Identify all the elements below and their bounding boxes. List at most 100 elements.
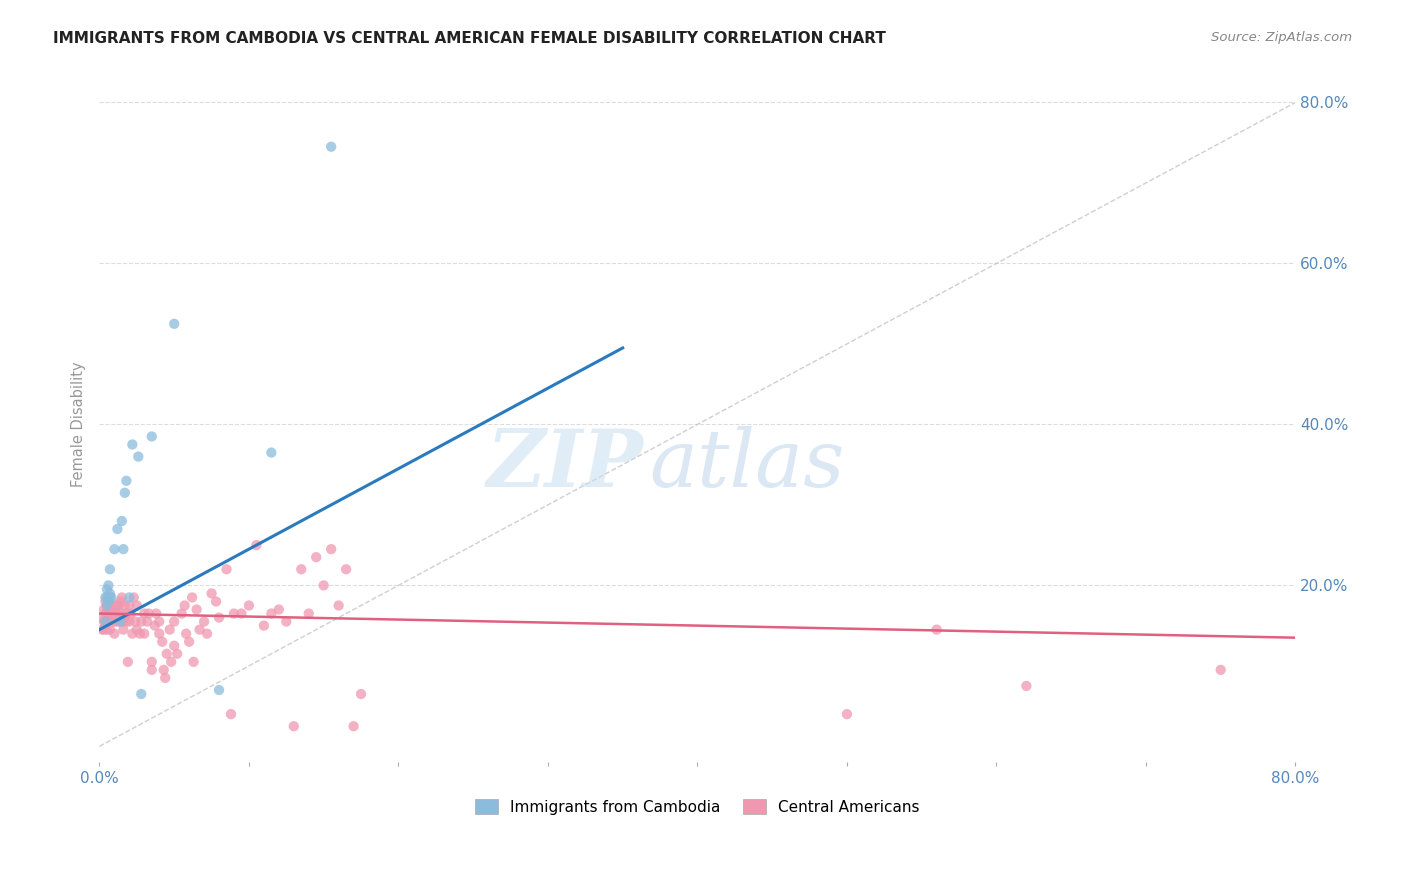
Point: [118, 591, 141, 605]
Point: [114, 599, 136, 613]
Point: [96, 599, 118, 613]
Point: [150, 634, 173, 648]
Point: [125, 599, 148, 613]
Point: [276, 615, 298, 629]
Point: [114, 485, 136, 500]
Point: [166, 647, 188, 661]
Text: ZIP: ZIP: [486, 426, 644, 504]
Point: [163, 639, 186, 653]
Point: [208, 610, 231, 624]
Point: [260, 607, 283, 621]
Point: [321, 542, 343, 557]
Point: [208, 683, 231, 698]
Point: [328, 599, 350, 613]
Y-axis label: Female Disability: Female Disability: [72, 361, 86, 487]
Point: [103, 615, 125, 629]
Point: [200, 586, 222, 600]
Point: [193, 615, 215, 629]
Point: [159, 623, 181, 637]
Point: [110, 615, 132, 629]
Point: [129, 615, 152, 629]
Text: atlas: atlas: [650, 426, 845, 504]
Point: [163, 317, 186, 331]
Point: [342, 719, 364, 733]
Text: IMMIGRANTS FROM CAMBODIA VS CENTRAL AMERICAN FEMALE DISABILITY CORRELATION CHART: IMMIGRANTS FROM CAMBODIA VS CENTRAL AMER…: [53, 31, 886, 46]
Point: [94, 615, 117, 629]
Point: [93, 602, 115, 616]
Point: [98, 586, 121, 600]
Point: [93, 615, 115, 629]
Point: [145, 607, 167, 621]
Point: [174, 626, 197, 640]
Point: [122, 591, 145, 605]
Point: [100, 591, 122, 605]
Point: [156, 647, 179, 661]
Point: [91, 623, 114, 637]
Point: [94, 607, 117, 621]
Point: [98, 610, 121, 624]
Point: [125, 623, 148, 637]
Point: [238, 599, 260, 613]
Point: [110, 615, 132, 629]
Point: [305, 550, 328, 565]
Point: [141, 663, 163, 677]
Point: [115, 615, 138, 629]
Point: [231, 607, 253, 621]
Point: [124, 615, 146, 629]
Point: [97, 594, 120, 608]
Point: [121, 626, 143, 640]
Point: [94, 594, 117, 608]
Point: [1015, 679, 1038, 693]
Point: [298, 607, 321, 621]
Point: [98, 602, 121, 616]
Point: [195, 626, 218, 640]
Point: [186, 602, 208, 616]
Point: [219, 707, 242, 722]
Point: [100, 607, 122, 621]
Point: [245, 538, 267, 552]
Point: [112, 623, 135, 637]
Point: [98, 562, 121, 576]
Point: [112, 542, 135, 557]
Point: [170, 607, 193, 621]
Point: [152, 663, 174, 677]
Point: [136, 615, 159, 629]
Point: [283, 719, 305, 733]
Point: [120, 607, 142, 621]
Point: [115, 474, 138, 488]
Point: [96, 615, 118, 629]
Point: [96, 591, 118, 605]
Point: [134, 607, 156, 621]
Point: [105, 522, 128, 536]
Text: Source: ZipAtlas.com: Source: ZipAtlas.com: [1212, 31, 1353, 45]
Point: [103, 607, 125, 621]
Point: [97, 615, 120, 629]
Point: [104, 610, 127, 624]
Point: [141, 429, 163, 443]
Point: [114, 610, 136, 624]
Point: [350, 687, 373, 701]
Point: [138, 607, 160, 621]
Point: [117, 655, 139, 669]
Point: [112, 615, 135, 629]
Point: [111, 591, 134, 605]
Point: [111, 514, 134, 528]
Point: [93, 623, 115, 637]
Point: [98, 591, 121, 605]
Point: [183, 655, 205, 669]
Point: [103, 542, 125, 557]
Point: [215, 562, 238, 576]
Point: [163, 615, 186, 629]
Point: [110, 594, 132, 608]
Point: [96, 582, 118, 597]
Point: [129, 687, 152, 701]
Point: [181, 591, 204, 605]
Point: [97, 607, 120, 621]
Point: [290, 562, 312, 576]
Point: [105, 607, 128, 621]
Point: [100, 599, 122, 613]
Point: [118, 615, 141, 629]
Point: [94, 615, 117, 629]
Point: [94, 591, 117, 605]
Point: [97, 578, 120, 592]
